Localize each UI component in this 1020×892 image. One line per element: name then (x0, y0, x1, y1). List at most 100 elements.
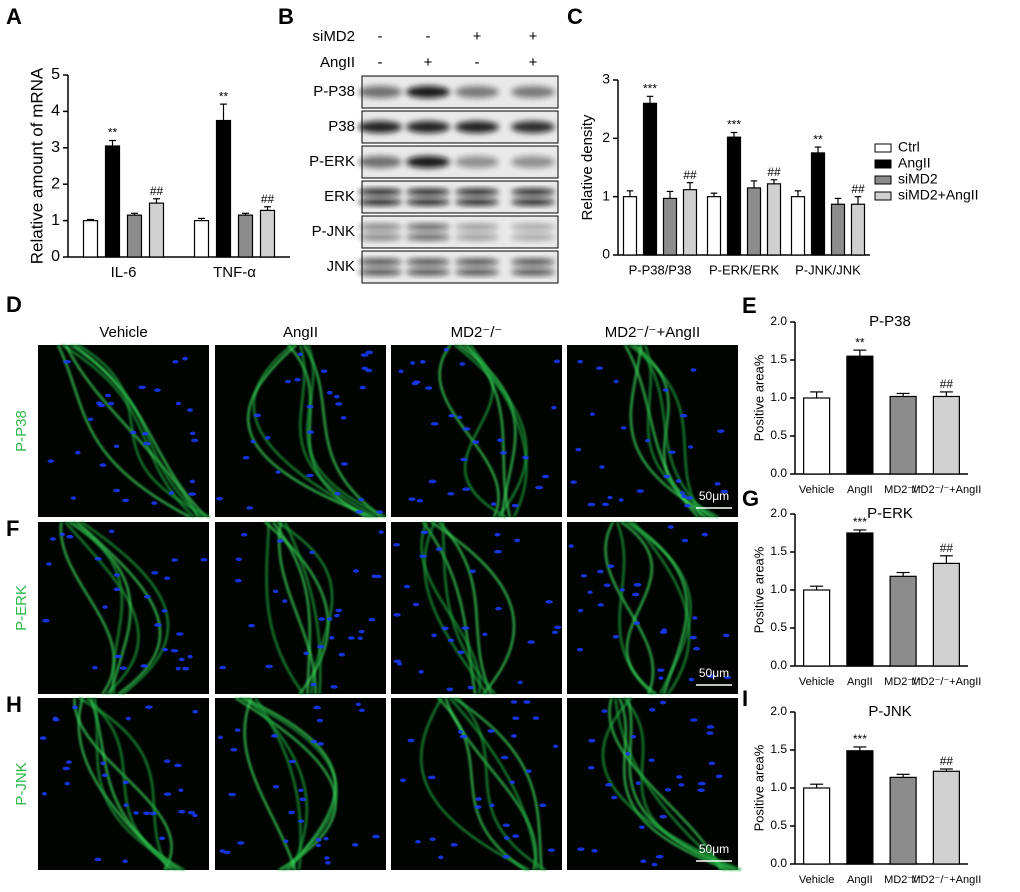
significance: ## (940, 541, 954, 555)
significance: ## (940, 377, 954, 391)
blot-band (511, 198, 555, 206)
nucleus (510, 734, 517, 738)
nucleus (715, 774, 723, 779)
y-tick-label: 1.0 (770, 582, 787, 596)
y-axis-label: Relative amount of mRNA (27, 67, 46, 264)
nucleus (692, 616, 698, 620)
panel-letter: A (6, 4, 22, 29)
blot-band (358, 188, 402, 196)
vessel-wall (216, 344, 387, 519)
vessel-wall (577, 697, 742, 872)
bar (237, 214, 254, 258)
panel-letter: B (278, 4, 294, 29)
y-tick-label: 5 (51, 66, 60, 83)
column-label: MD2⁻/⁻ (451, 324, 503, 341)
nucleus (577, 608, 584, 613)
blot-band (406, 156, 450, 168)
column-label: MD2⁻/⁻+AngII (605, 324, 700, 341)
bar (746, 187, 762, 256)
y-tick-label: 0.0 (770, 658, 787, 672)
nucleus (310, 682, 317, 687)
blot-band (358, 86, 402, 98)
blot-band (406, 268, 450, 276)
nucleus (353, 569, 359, 573)
nucleus (430, 422, 439, 426)
legend-label: siMD2+AngII (898, 187, 979, 203)
nucleus (450, 843, 458, 847)
nucleus (338, 652, 346, 657)
blot-band (358, 233, 402, 241)
x-tick-label: AngII (847, 874, 873, 886)
elastic-lamina (64, 521, 140, 695)
nucleus (41, 792, 47, 796)
nucleus (554, 625, 562, 630)
nucleus (649, 708, 656, 712)
nucleus (288, 810, 296, 815)
nucleus (697, 781, 706, 786)
nucleus (416, 498, 424, 503)
nucleus (605, 783, 613, 787)
band-label: P-ERK (309, 153, 355, 170)
nucleus (151, 501, 158, 505)
nucleus (613, 379, 619, 384)
nucleus (601, 709, 608, 713)
bar (803, 787, 831, 865)
nucleus (113, 573, 120, 577)
x-tick-label: P-P38/P38 (629, 262, 692, 277)
nucleus (398, 369, 404, 374)
nucleus (489, 803, 495, 808)
nucleus (503, 836, 510, 840)
y-tick-label: 3 (602, 71, 610, 87)
nucleus (335, 608, 343, 613)
x-tick-label: Vehicle (799, 874, 834, 886)
vessel-wall (568, 521, 732, 695)
nucleus (352, 843, 359, 847)
vessel-wall (570, 344, 729, 518)
bar (932, 395, 960, 475)
nucleus (553, 359, 561, 364)
nucleus (630, 734, 637, 739)
x-tick-label: TNF-α (213, 264, 256, 281)
significance: ## (940, 754, 954, 768)
nucleus (469, 569, 476, 574)
nucleus (99, 463, 107, 467)
nucleus (133, 811, 139, 815)
nucleus (142, 431, 149, 436)
blot-band (358, 121, 402, 133)
elastic-lamina (626, 697, 738, 872)
bar (846, 532, 874, 667)
nucleus (234, 728, 241, 732)
nucleus (347, 636, 355, 640)
elastic-lamina (252, 344, 371, 518)
elastic-lamina (243, 697, 297, 871)
micrograph (38, 522, 209, 694)
nucleus (509, 780, 515, 785)
nucleus (408, 497, 416, 501)
nucleus (494, 532, 501, 537)
column-label: AngII (283, 324, 318, 341)
nucleus (216, 496, 223, 501)
nucleus (87, 417, 94, 422)
panel-letter: G (742, 486, 759, 511)
nucleus (365, 350, 374, 355)
nucleus (418, 670, 424, 674)
blot-band (511, 258, 555, 266)
nucleus (130, 430, 137, 435)
nucleus (568, 544, 574, 548)
nucleus (393, 542, 400, 547)
nucleus (525, 769, 532, 774)
nucleus (420, 530, 429, 535)
nucleus (541, 474, 550, 479)
x-tick-label: AngII (847, 676, 873, 688)
nucleus (170, 648, 179, 653)
nucleus (658, 676, 664, 680)
nucleus (522, 455, 529, 460)
elastic-lamina (78, 697, 170, 871)
elastic-lamina (608, 697, 723, 871)
nucleus (138, 385, 146, 390)
nucleus (294, 377, 301, 382)
row-label: P-P38 (13, 410, 30, 452)
nucleus (403, 584, 411, 589)
y-tick-label: 2.0 (770, 506, 787, 520)
nucleus (102, 605, 108, 609)
